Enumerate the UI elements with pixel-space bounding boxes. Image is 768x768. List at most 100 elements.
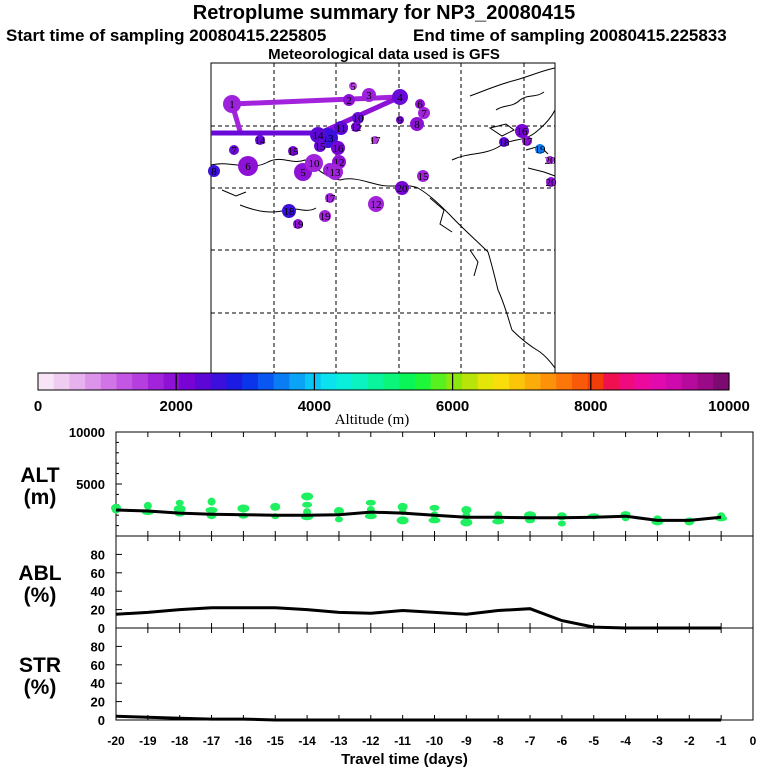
plume-marker [522, 136, 532, 146]
colorbar-swatch [666, 373, 683, 390]
plume-label: 16 [517, 126, 529, 138]
plume-marker [334, 121, 348, 135]
colorbar-swatch [713, 373, 730, 390]
colorbar-swatch [320, 373, 337, 390]
plume-label: 18 [284, 206, 296, 218]
colorbar-swatch [85, 373, 102, 390]
panel-ylabel: ABL [18, 562, 61, 585]
colorbar-swatch [383, 373, 400, 390]
plume-label: 3 [366, 90, 372, 102]
colorbar-swatch [462, 373, 479, 390]
colorbar-label: Altitude (m) [335, 412, 410, 428]
colorbar-swatch [147, 373, 165, 390]
x-tick-label: -9 [461, 734, 472, 748]
colorbar-swatch [304, 373, 322, 390]
y-tick-label: 0 [98, 713, 105, 728]
colorbar-swatch [587, 373, 604, 390]
series-line [115, 508, 722, 522]
plume-marker [396, 116, 404, 124]
plume-marker [352, 112, 364, 124]
plume-label: 12 [351, 122, 362, 134]
altitude-point [461, 506, 472, 514]
plume-label: 13 [323, 133, 335, 145]
panel-ylabel-unit: (%) [24, 584, 57, 607]
altitude-point [396, 516, 409, 525]
colorbar-swatch [493, 373, 510, 390]
altitude-point [429, 504, 440, 511]
colorbar-tick-label: 0 [34, 398, 42, 415]
plume-marker [319, 210, 331, 222]
panel-ylabel: STR [19, 654, 61, 677]
colorbar-swatch [446, 373, 463, 390]
colorbar-swatch [556, 373, 573, 390]
altitude-point [557, 520, 566, 527]
panel-ylabel-unit: (%) [24, 676, 57, 699]
plume-label: 7 [421, 108, 427, 120]
x-axis-label: Travel time (days) [341, 751, 468, 768]
colorbar-swatch [571, 373, 589, 390]
series-line [115, 714, 722, 722]
plume-marker [362, 88, 376, 102]
plume-marker [343, 94, 355, 106]
plume-label: 6 [417, 99, 423, 111]
x-tick-label: -13 [330, 734, 348, 748]
plume-marker [293, 219, 303, 229]
x-tick-label: -10 [426, 734, 444, 748]
colorbar-swatch [352, 373, 369, 390]
colorbar-swatch [132, 373, 149, 390]
plume-label: 19 [293, 219, 305, 231]
colorbar-tick-label: 8000 [574, 398, 607, 415]
panel-abl: 0 20 40 60 80 ABL(%) [18, 535, 754, 636]
map-gridlines [211, 63, 555, 373]
x-tick-label: -15 [267, 734, 285, 748]
plume-marker [546, 177, 556, 187]
colorbar-swatch [210, 373, 228, 390]
x-tick-label: -7 [525, 734, 536, 748]
plume-marker [288, 146, 298, 156]
altitude-point [175, 499, 184, 506]
colorbar-tick-label: 4000 [298, 398, 331, 415]
colorbar-swatch [195, 373, 212, 390]
plume-label: 11 [336, 123, 347, 135]
plume-label: 4 [397, 92, 403, 104]
altitude-point [365, 499, 376, 506]
plume-marker [410, 117, 424, 131]
x-tick-label: -16 [235, 734, 253, 748]
altitude-point [270, 502, 281, 511]
plume-label: 2 [346, 95, 352, 107]
colorbar-swatch [336, 373, 353, 390]
plume-label: 17 [370, 135, 382, 147]
colorbar-swatch [399, 373, 416, 390]
altitude-point [143, 501, 152, 510]
plume-label: 9 [397, 115, 403, 127]
plume-label: 14 [313, 130, 325, 142]
colorbar-swatch [697, 373, 714, 390]
plume-label: 17 [522, 136, 534, 148]
colorbar-swatch [273, 373, 290, 390]
panel-frame [115, 535, 754, 629]
x-tick-label: -20 [107, 734, 125, 748]
colorbar-swatch [524, 373, 542, 390]
altitude-point [237, 504, 250, 513]
altitude-point [207, 497, 216, 506]
colorbar-swatch [289, 373, 306, 390]
met-data: Meteorological data used is GFS [268, 46, 500, 63]
x-tick-label: -8 [493, 734, 504, 748]
start-time: Start time of sampling 20080415.225805 [6, 26, 327, 45]
plume-label: 10 [309, 158, 321, 170]
altitude-point [334, 516, 343, 523]
plume-label: 18 [499, 137, 511, 149]
colorbar-swatch [242, 373, 259, 390]
altitude-point [428, 517, 441, 524]
colorbar-swatch [116, 373, 133, 390]
plume-marker [238, 156, 258, 176]
x-tick-label: -5 [588, 734, 599, 748]
plume-label: 20 [546, 177, 558, 189]
x-tick-label: -11 [394, 734, 411, 748]
colorbar-swatch [38, 373, 55, 390]
y-tick-label: 40 [91, 584, 105, 599]
colorbar-swatch [619, 373, 636, 390]
plume-label: 20 [545, 155, 557, 167]
panel-frame [115, 627, 754, 721]
colorbar-swatch [509, 373, 526, 390]
